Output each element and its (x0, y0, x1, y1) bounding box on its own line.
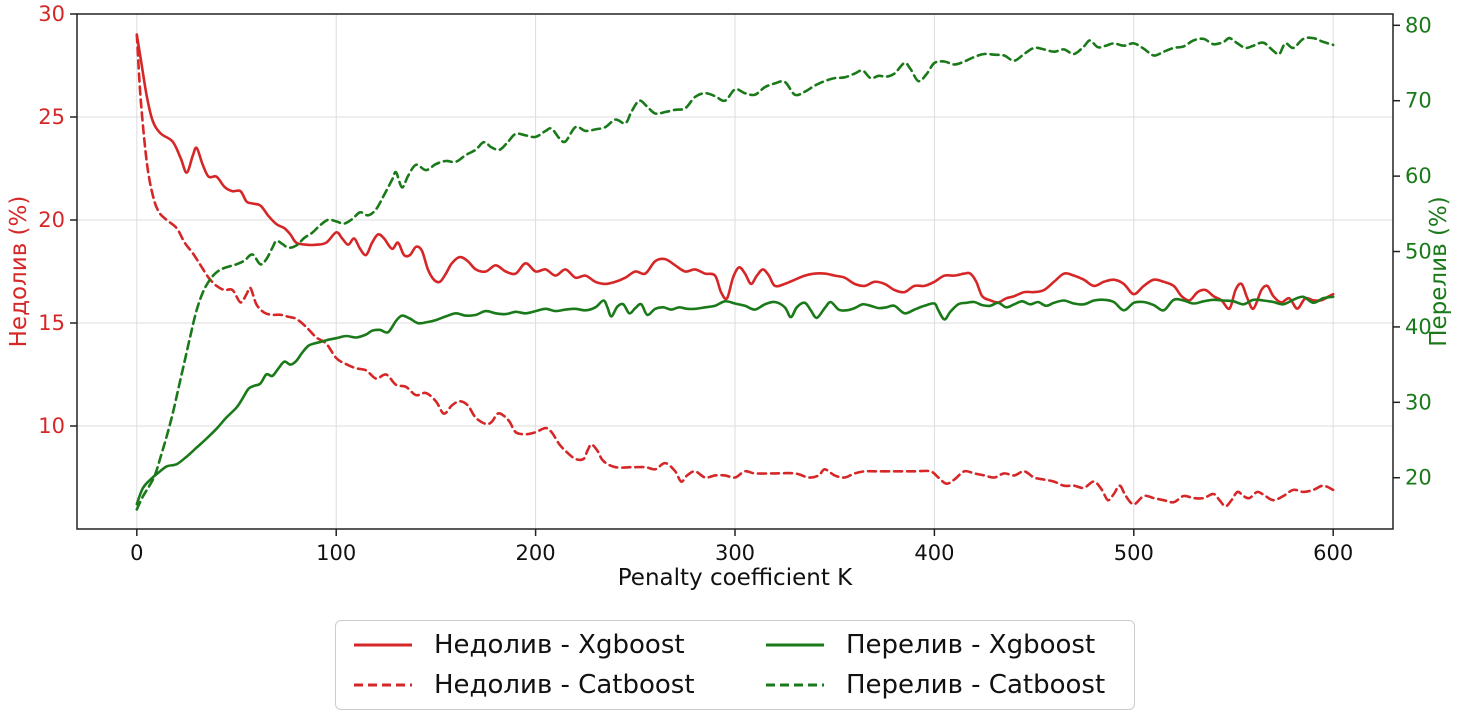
legend-swatch-solid-red (354, 643, 412, 647)
legend-swatch-dashed-green (766, 683, 824, 687)
y-left-tick-label: 15 (38, 311, 65, 335)
x-tick-label: 600 (1313, 541, 1353, 565)
legend-item-pereliv-catboost: Перелив - Catboost (766, 665, 1105, 705)
x-tick-label: 200 (516, 541, 556, 565)
y-right-tick-label: 60 (1405, 164, 1432, 188)
x-tick-label: 0 (130, 541, 143, 565)
y-right-tick-label: 20 (1405, 466, 1432, 490)
y-left-tick-label: 25 (38, 105, 65, 129)
x-tick-label: 400 (914, 541, 954, 565)
legend-label: Недолив - Catboost (434, 670, 695, 700)
y-right-tick-label: 50 (1405, 240, 1432, 264)
x-tick-label: 100 (316, 541, 356, 565)
legend-item-nedoliv-catboost: Недолив - Catboost (354, 665, 695, 705)
series-line-недолив-xgboost (135, 33, 1335, 311)
series-line-перелив-xgboost (135, 295, 1335, 506)
y-axis-right-title: Перелив (%) (1426, 196, 1452, 347)
legend-item-pereliv-xgboost: Перелив - Xgboost (766, 625, 1095, 665)
y-left-tick-label: 10 (38, 414, 65, 438)
axis-ticks: 0 100 200 300 400 500 600 10 15 20 25 30 20 30 40 50 60 7… (38, 2, 1431, 565)
series-line-перелив-catboost (135, 36, 1335, 511)
series-line-недолив-catboost (135, 33, 1335, 508)
x-tick-label: 300 (715, 541, 755, 565)
legend-swatch-dashed-red (354, 683, 412, 687)
legend-label: Перелив - Xgboost (846, 630, 1096, 660)
legend: Недолив - Xgboost Недолив - Catboost Пер… (335, 620, 1135, 710)
y-left-tick-label: 20 (38, 208, 65, 232)
y-left-tick-label: 30 (38, 2, 65, 26)
legend-label: Перелив - Catboost (846, 670, 1106, 700)
y-right-tick-label: 40 (1405, 315, 1432, 339)
y-axis-left-title: Недолив (%) (6, 196, 32, 348)
y-right-tick-label: 70 (1405, 89, 1432, 113)
x-tick-label: 500 (1114, 541, 1154, 565)
x-axis-title: Penalty coefficient K (618, 565, 853, 591)
y-right-tick-label: 30 (1405, 390, 1432, 414)
legend-swatch-solid-green (766, 643, 824, 647)
series-lines (135, 33, 1335, 511)
legend-label: Недолив - Xgboost (434, 630, 685, 660)
legend-item-nedoliv-xgboost: Недолив - Xgboost (354, 625, 685, 665)
y-right-tick-label: 80 (1405, 13, 1432, 37)
